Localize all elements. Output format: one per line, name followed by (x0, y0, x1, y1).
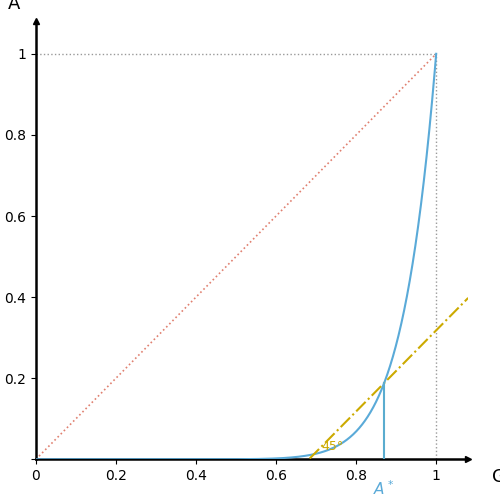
X-axis label: G: G (492, 468, 500, 486)
Y-axis label: A: A (8, 0, 20, 12)
Text: 45°: 45° (321, 440, 343, 453)
Text: $A^*$: $A^*$ (374, 480, 395, 498)
